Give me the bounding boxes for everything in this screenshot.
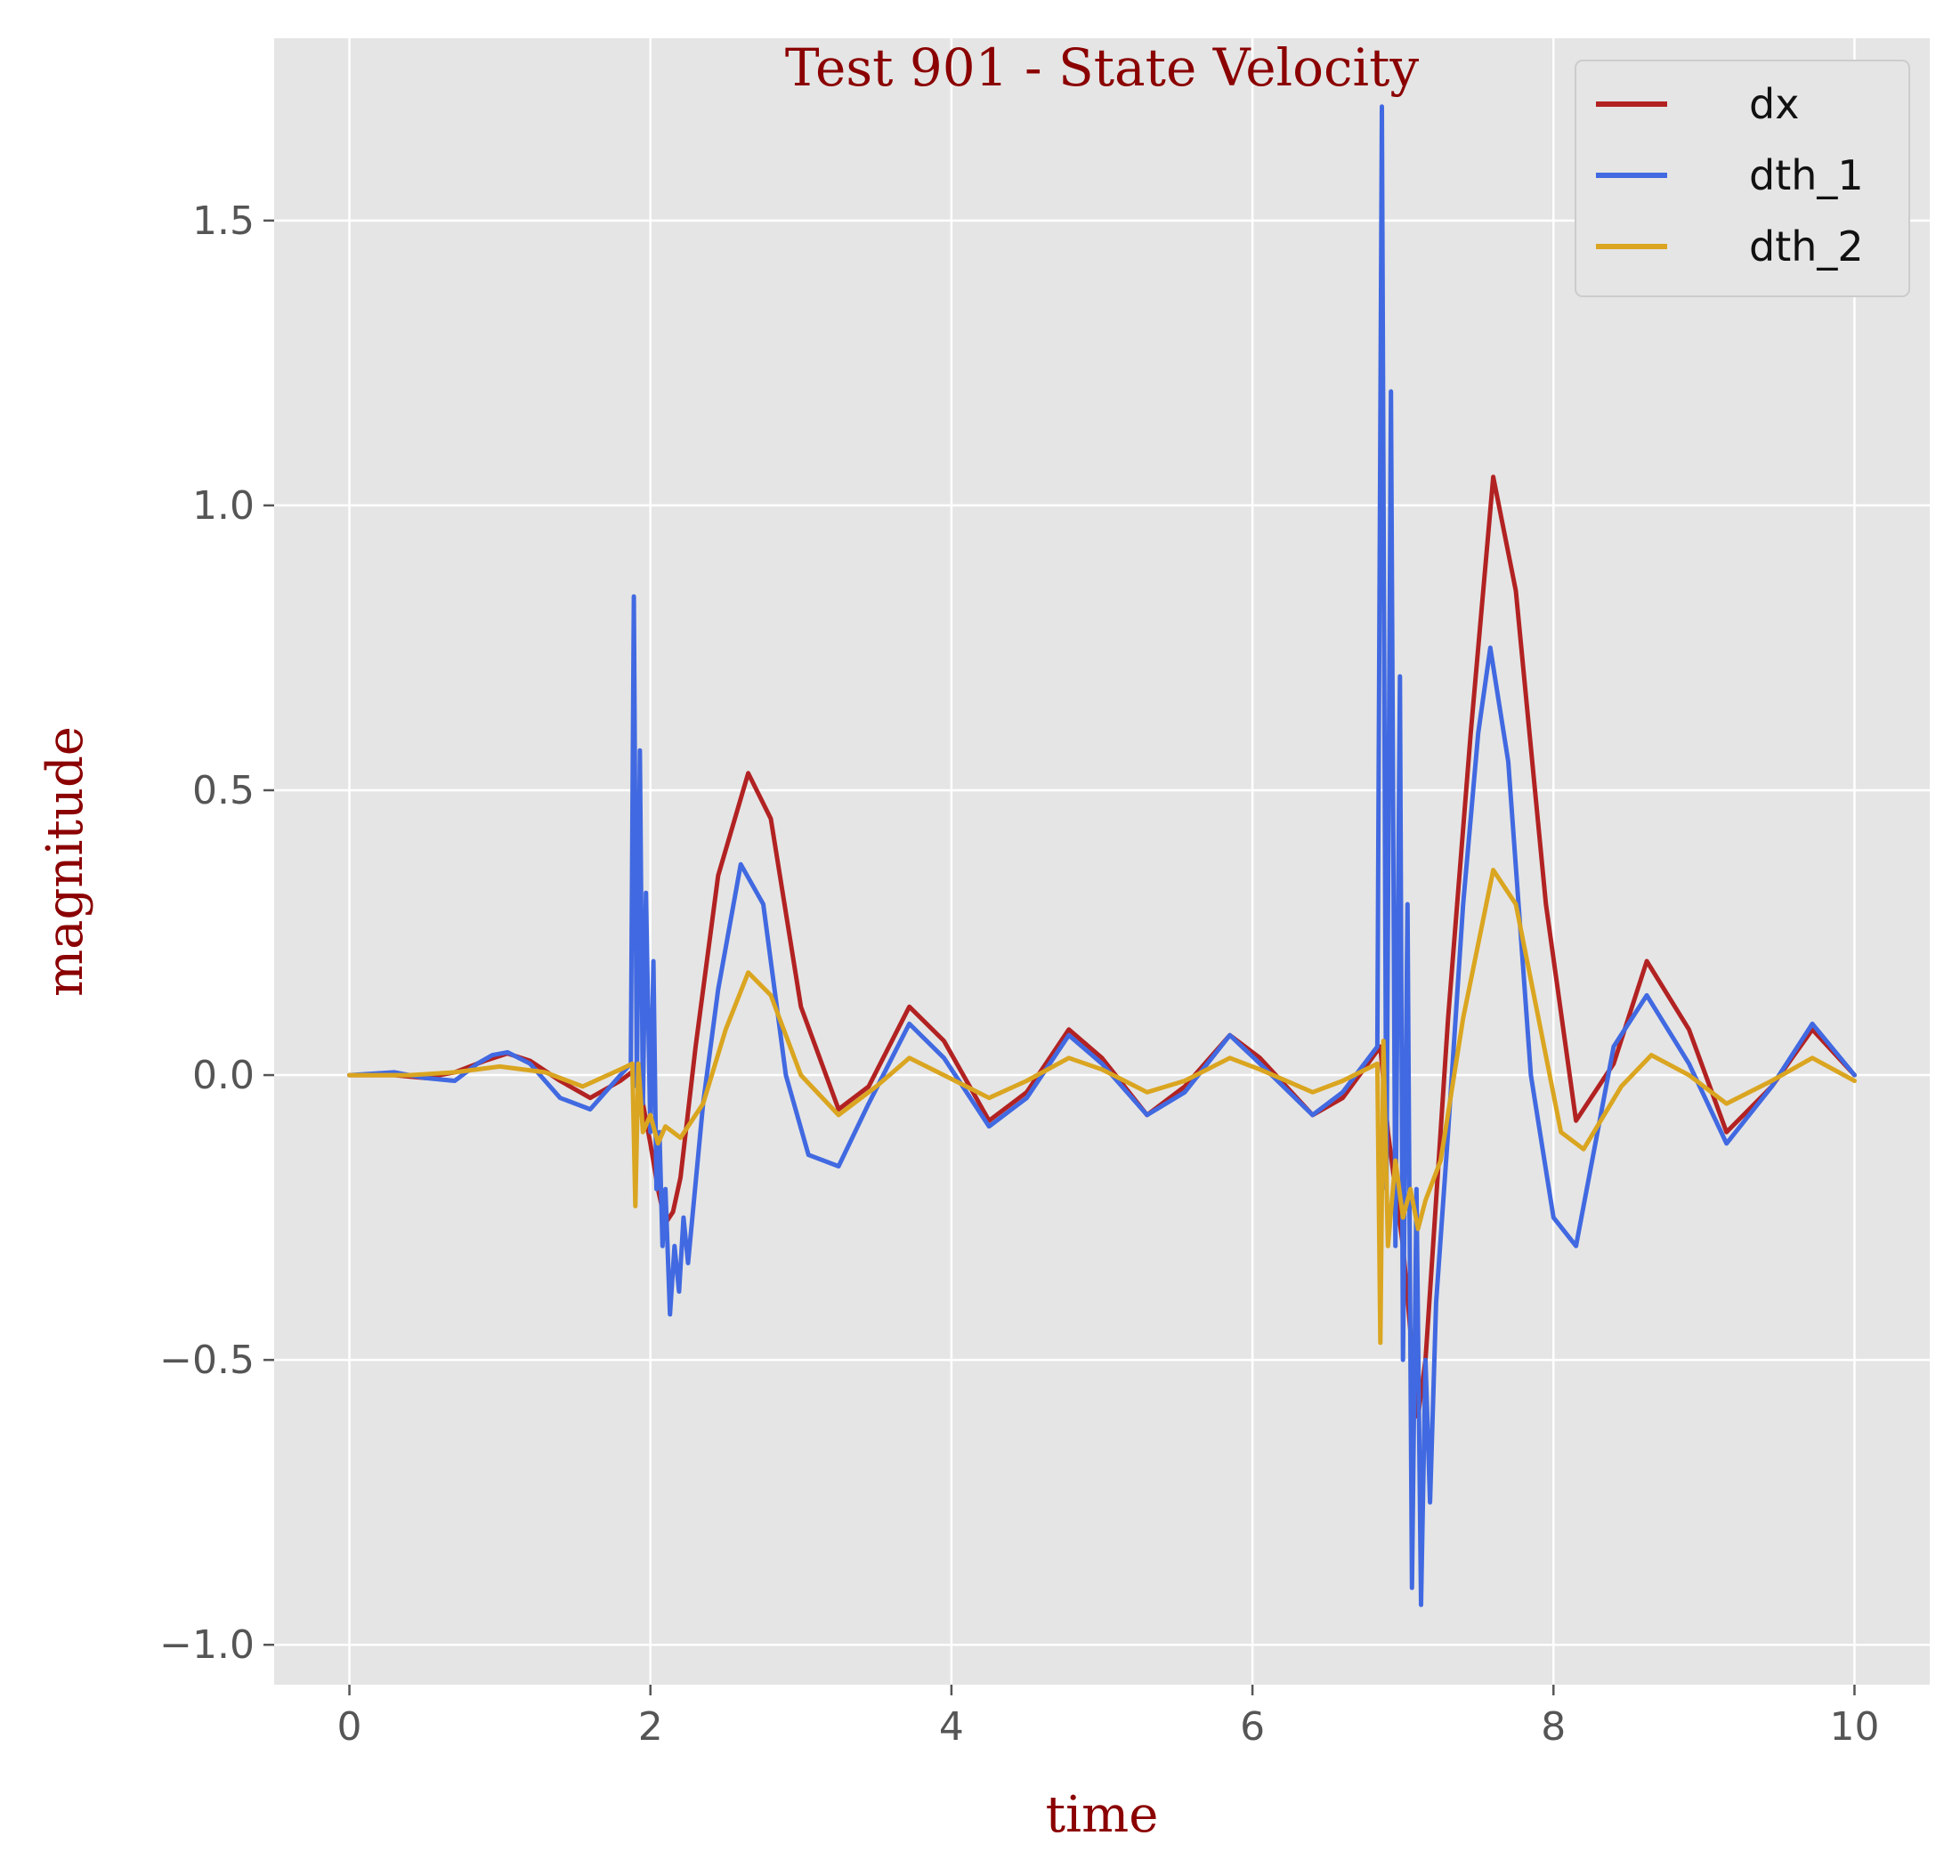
y-tick-label: 0.0 <box>192 1053 255 1098</box>
series-line-dth_2 <box>347 868 1857 1346</box>
x-tick-label: 8 <box>1541 1704 1566 1750</box>
y-tick-label: −0.5 <box>159 1338 255 1383</box>
x-tick-label: 2 <box>638 1704 663 1750</box>
legend-label-dth_2: dth_2 <box>1749 222 1864 271</box>
chart-title: Test 901 - State Velocity <box>785 37 1420 98</box>
y-axis-label: magnitude <box>36 726 94 997</box>
legend-box <box>1575 60 1910 297</box>
legend-label-dth_1: dth_1 <box>1749 151 1864 199</box>
legend-label-dx: dx <box>1749 80 1799 128</box>
x-tick-label: 4 <box>939 1704 964 1750</box>
ticks: 0 2 4 6 8 10 −1.0 −0.5 0.0 0.5 1.0 1.5 <box>159 198 1879 1750</box>
series-line-dx <box>347 474 1857 1419</box>
y-tick-label: 0.5 <box>192 768 255 813</box>
series-layer <box>347 104 1857 1607</box>
x-axis-label: time <box>1046 1786 1159 1844</box>
y-tick-label: 1.5 <box>192 198 255 244</box>
x-tick-label: 0 <box>337 1704 362 1750</box>
legend: dx dth_1 dth_2 <box>1575 60 1910 297</box>
plot-background <box>274 38 1930 1685</box>
x-tick-label: 10 <box>1829 1704 1879 1750</box>
series-line-dth_1 <box>347 104 1857 1607</box>
y-tick-label: 1.0 <box>192 483 255 529</box>
y-tick-label: −1.0 <box>159 1622 255 1668</box>
x-tick-label: 6 <box>1240 1704 1265 1750</box>
